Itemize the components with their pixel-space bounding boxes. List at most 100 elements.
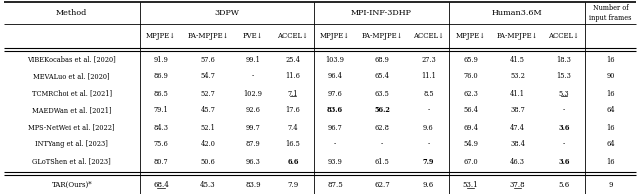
Text: 41.1: 41.1 — [510, 89, 525, 98]
Text: 68.4: 68.4 — [153, 181, 169, 189]
Text: 61.5: 61.5 — [374, 158, 390, 165]
Text: 87.9: 87.9 — [246, 140, 260, 148]
Text: 41.5: 41.5 — [510, 55, 525, 63]
Text: 42.0: 42.0 — [200, 140, 216, 148]
Text: 7.9: 7.9 — [422, 158, 434, 165]
Text: 97.6: 97.6 — [328, 89, 342, 98]
Text: MPJPE↓: MPJPE↓ — [320, 32, 350, 40]
Text: MPJPE↓: MPJPE↓ — [456, 32, 486, 40]
Text: 38.7: 38.7 — [510, 107, 525, 114]
Text: MPJPE↓: MPJPE↓ — [146, 32, 176, 40]
Text: 96.3: 96.3 — [246, 158, 260, 165]
Text: 6.6: 6.6 — [287, 158, 299, 165]
Text: 15.3: 15.3 — [557, 73, 572, 81]
Text: 57.6: 57.6 — [200, 55, 216, 63]
Text: ACCEL↓: ACCEL↓ — [548, 32, 579, 40]
Text: 53.1: 53.1 — [463, 181, 478, 189]
Text: -: - — [563, 107, 565, 114]
Text: 5.6: 5.6 — [558, 181, 570, 189]
Text: MAEDWan et al. [2021]: MAEDWan et al. [2021] — [32, 107, 111, 114]
Text: 16: 16 — [606, 55, 614, 63]
Text: 9.6: 9.6 — [423, 124, 434, 132]
Text: 84.3: 84.3 — [154, 124, 168, 132]
Text: 7.9: 7.9 — [287, 181, 298, 189]
Text: -: - — [428, 140, 429, 148]
Text: 27.3: 27.3 — [421, 55, 436, 63]
Text: 76.0: 76.0 — [463, 73, 478, 81]
Text: 96.7: 96.7 — [328, 124, 342, 132]
Text: Human3.6M: Human3.6M — [492, 9, 542, 17]
Text: Number of
input frames: Number of input frames — [589, 4, 632, 22]
Text: 47.4: 47.4 — [510, 124, 525, 132]
Text: -: - — [252, 73, 254, 81]
Text: 56.2: 56.2 — [374, 107, 390, 114]
Text: 67.0: 67.0 — [463, 158, 478, 165]
Text: 96.4: 96.4 — [328, 73, 342, 81]
Text: 64: 64 — [606, 107, 614, 114]
Text: 56.4: 56.4 — [463, 107, 478, 114]
Text: -: - — [428, 107, 429, 114]
Text: 91.9: 91.9 — [154, 55, 168, 63]
Text: MEVALuo et al. [2020]: MEVALuo et al. [2020] — [33, 73, 110, 81]
Text: 9: 9 — [608, 181, 612, 189]
Text: 16: 16 — [606, 124, 614, 132]
Text: MPS-NetWei et al. [2022]: MPS-NetWei et al. [2022] — [28, 124, 115, 132]
Text: 64: 64 — [606, 140, 614, 148]
Text: 25.4: 25.4 — [285, 55, 300, 63]
Text: 45.3: 45.3 — [200, 181, 216, 189]
Text: 79.1: 79.1 — [154, 107, 168, 114]
Text: INTYang et al. [2023]: INTYang et al. [2023] — [35, 140, 108, 148]
Text: 5.3: 5.3 — [559, 89, 569, 98]
Text: GLoTShen et al. [2023]: GLoTShen et al. [2023] — [33, 158, 111, 165]
Text: 83.6: 83.6 — [327, 107, 343, 114]
Text: 16: 16 — [606, 158, 614, 165]
Text: VIBEKocabas et al. [2020]: VIBEKocabas et al. [2020] — [28, 55, 116, 63]
Text: 52.7: 52.7 — [200, 89, 216, 98]
Text: 75.6: 75.6 — [154, 140, 168, 148]
Text: PA-MPJPE↓: PA-MPJPE↓ — [497, 32, 538, 40]
Text: 50.6: 50.6 — [200, 158, 216, 165]
Text: 83.9: 83.9 — [245, 181, 260, 189]
Text: 90: 90 — [606, 73, 614, 81]
Text: 53.2: 53.2 — [510, 73, 525, 81]
Text: 16.5: 16.5 — [285, 140, 300, 148]
Text: TAR(Ours)*: TAR(Ours)* — [51, 181, 92, 189]
Text: 62.8: 62.8 — [374, 124, 390, 132]
Text: 62.7: 62.7 — [374, 181, 390, 189]
Text: 7.1: 7.1 — [287, 89, 298, 98]
Text: 3.6: 3.6 — [558, 124, 570, 132]
Text: 17.6: 17.6 — [285, 107, 300, 114]
Text: 87.5: 87.5 — [327, 181, 343, 189]
Text: 45.7: 45.7 — [200, 107, 216, 114]
Text: 65.9: 65.9 — [463, 55, 478, 63]
Text: 7.4: 7.4 — [287, 124, 298, 132]
Text: -: - — [381, 140, 383, 148]
Text: 3.6: 3.6 — [558, 158, 570, 165]
Text: TCMRChoi et al. [2021]: TCMRChoi et al. [2021] — [32, 89, 112, 98]
Text: -: - — [334, 140, 336, 148]
Text: 102.9: 102.9 — [243, 89, 262, 98]
Text: PVE↓: PVE↓ — [243, 32, 263, 40]
Text: 11.6: 11.6 — [285, 73, 300, 81]
Text: 68.9: 68.9 — [374, 55, 390, 63]
Text: 37.8: 37.8 — [510, 181, 525, 189]
Text: 9.6: 9.6 — [423, 181, 434, 189]
Text: PA-MPJPE↓: PA-MPJPE↓ — [188, 32, 228, 40]
Text: 63.5: 63.5 — [374, 89, 390, 98]
Text: 92.6: 92.6 — [246, 107, 260, 114]
Text: 69.4: 69.4 — [463, 124, 478, 132]
Text: 11.1: 11.1 — [421, 73, 436, 81]
Text: 65.4: 65.4 — [374, 73, 390, 81]
Text: 99.7: 99.7 — [246, 124, 260, 132]
Text: 80.7: 80.7 — [154, 158, 168, 165]
Text: 93.9: 93.9 — [328, 158, 342, 165]
Text: ACCEL↓: ACCEL↓ — [413, 32, 444, 40]
Text: ACCEL↓: ACCEL↓ — [277, 32, 308, 40]
Text: 99.1: 99.1 — [246, 55, 260, 63]
Text: 52.1: 52.1 — [200, 124, 216, 132]
Text: 54.9: 54.9 — [463, 140, 478, 148]
Text: 38.4: 38.4 — [510, 140, 525, 148]
Text: 18.3: 18.3 — [557, 55, 572, 63]
Text: 62.3: 62.3 — [463, 89, 478, 98]
Text: 46.3: 46.3 — [510, 158, 525, 165]
